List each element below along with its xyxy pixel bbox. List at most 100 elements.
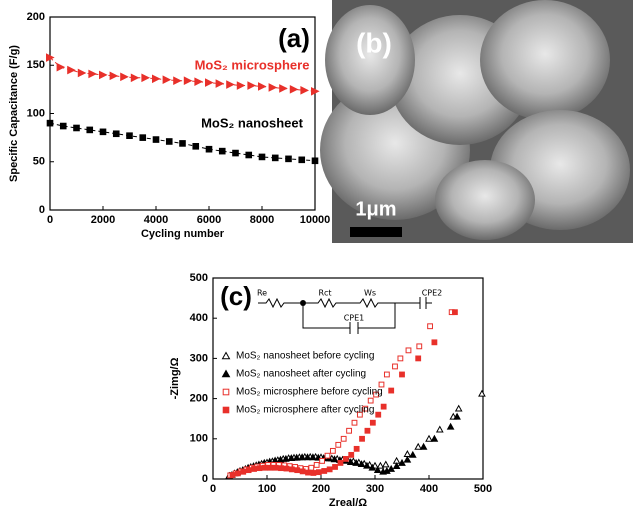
marker [229, 472, 236, 478]
marker [73, 124, 80, 132]
marker [292, 453, 301, 461]
marker [86, 126, 94, 134]
marker [319, 458, 325, 464]
x-tick-label: 4000 [144, 214, 168, 226]
marker [348, 451, 355, 458]
marker [369, 419, 376, 426]
marker [59, 122, 67, 130]
marker [109, 71, 119, 81]
y-tick-label: 500 [190, 272, 208, 284]
marker [88, 69, 98, 79]
micrograph [320, 0, 633, 243]
marker [251, 466, 257, 472]
marker [192, 143, 200, 150]
marker [152, 74, 161, 84]
marker [352, 458, 360, 466]
legend-label: MoS₂ microsphere before cycling [236, 387, 383, 398]
marker [289, 85, 299, 94]
marker [120, 72, 129, 82]
marker [381, 460, 390, 468]
marker [368, 463, 377, 471]
y-tick-label: 100 [190, 433, 208, 445]
marker [414, 442, 423, 450]
marker [315, 469, 322, 476]
x-tick-label: 100 [258, 483, 276, 495]
legend-marker [222, 388, 230, 396]
legend-label: MoS₂ nanosheet before cycling [236, 351, 374, 362]
marker [398, 458, 406, 466]
marker [346, 427, 352, 434]
marker [367, 397, 374, 404]
marker [388, 387, 395, 394]
marker [399, 371, 405, 378]
marker [405, 347, 412, 354]
marker [364, 427, 371, 434]
marker [313, 462, 320, 468]
marker [403, 450, 412, 457]
y-tick-label: 200 [190, 393, 208, 405]
legend-label: MoS₂ nanosheet after cycling [236, 369, 366, 380]
marker [416, 343, 423, 350]
marker [46, 119, 54, 127]
marker [152, 136, 160, 143]
series-label: MoS₂ microsphere [195, 57, 310, 72]
x-tick-label: 0 [210, 483, 216, 495]
marker [240, 468, 247, 475]
marker [363, 461, 371, 469]
marker [287, 454, 296, 461]
marker [326, 466, 333, 473]
marker [392, 462, 401, 470]
marker [282, 454, 290, 462]
marker [46, 53, 55, 62]
marker [353, 445, 360, 452]
marker [205, 145, 213, 153]
marker [126, 132, 133, 139]
marker [431, 339, 438, 346]
marker [67, 65, 76, 75]
marker [321, 468, 328, 474]
marker [311, 86, 320, 96]
marker [309, 453, 317, 461]
panel-label: (c) [220, 281, 252, 311]
marker [205, 78, 214, 87]
marker [288, 466, 295, 473]
marker [278, 465, 284, 472]
marker [268, 83, 278, 92]
marker [99, 70, 108, 80]
marker [303, 453, 312, 461]
marker [236, 81, 246, 90]
marker [162, 75, 172, 85]
marker [373, 466, 382, 474]
x-tick-label: 2000 [91, 214, 115, 226]
marker [247, 81, 257, 90]
marker [329, 447, 336, 454]
marker [234, 470, 241, 477]
marker [419, 442, 428, 450]
marker [357, 460, 366, 468]
marker [294, 467, 301, 474]
y-axis-label: -Zimg/Ω [169, 357, 181, 399]
x-axis-label: Zreal/Ω [329, 497, 367, 509]
marker [387, 464, 396, 472]
marker [337, 460, 344, 466]
marker [267, 464, 274, 471]
y-tick-label: 0 [39, 204, 45, 216]
marker [183, 76, 193, 85]
marker [226, 80, 235, 89]
marker [298, 156, 306, 164]
marker [245, 467, 252, 474]
marker [430, 434, 439, 442]
marker [305, 469, 311, 476]
x-tick-label: 8000 [250, 214, 274, 226]
marker [179, 140, 186, 147]
marker [311, 157, 319, 165]
x-tick-label: 6000 [197, 214, 221, 226]
marker [299, 468, 306, 475]
scale-bar-label: 1μm [355, 198, 396, 220]
circuit [258, 297, 432, 334]
x-tick-label: 300 [366, 483, 384, 495]
marker [356, 411, 363, 418]
marker [335, 441, 342, 448]
circuit-label: CPE2 [422, 289, 443, 298]
